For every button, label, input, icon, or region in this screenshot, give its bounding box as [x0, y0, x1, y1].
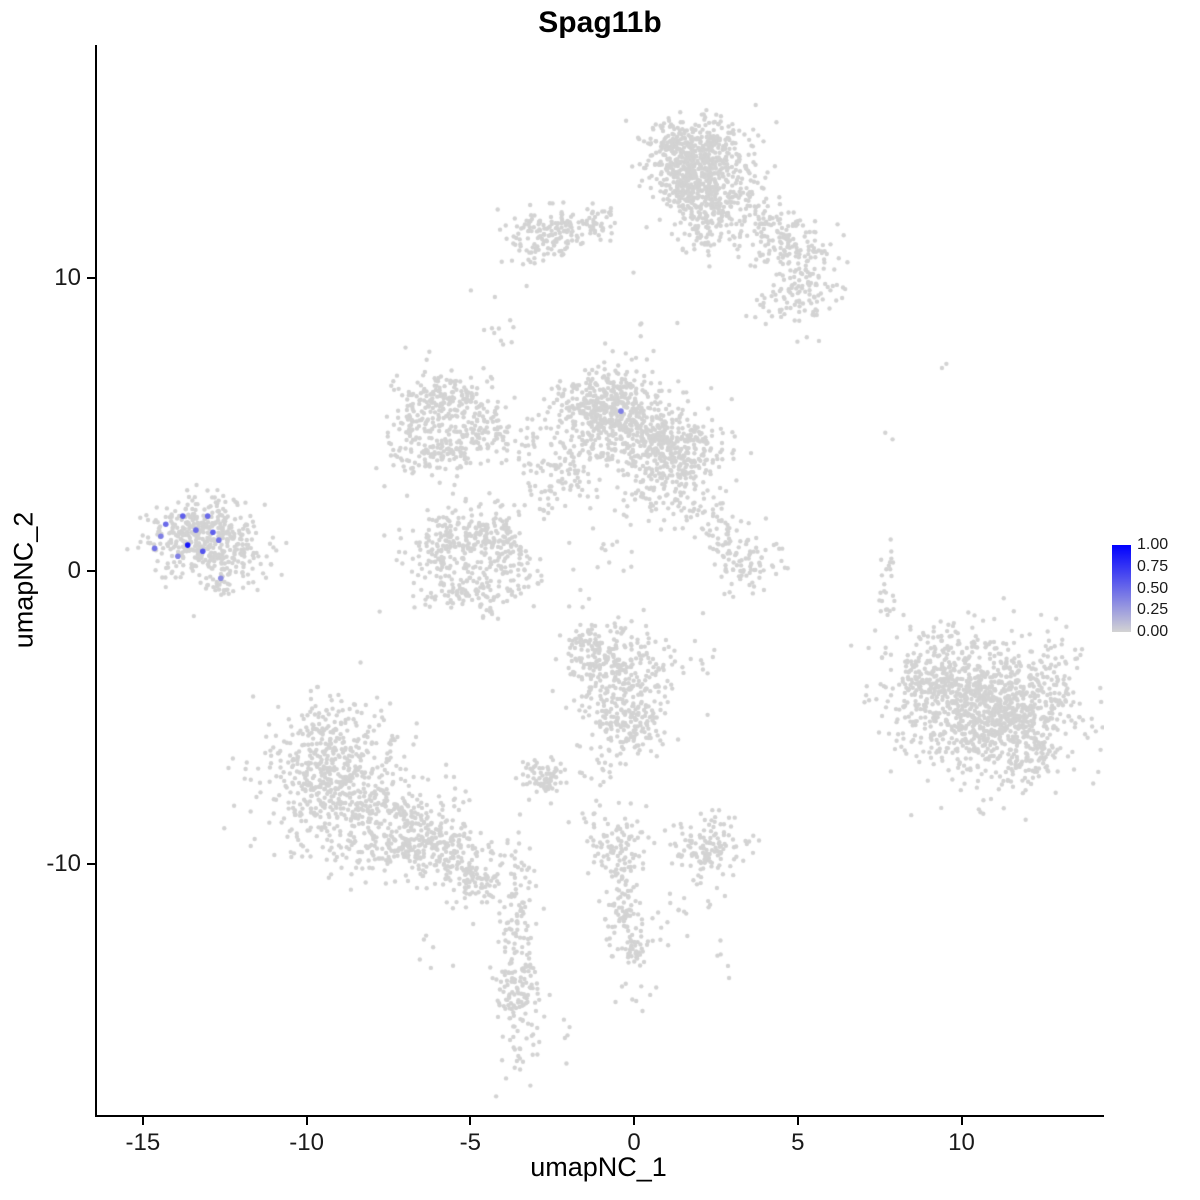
x-tick-label: 5	[791, 1129, 805, 1156]
x-tick-mark	[960, 1117, 963, 1125]
x-tick-mark	[141, 1117, 144, 1125]
y-tick-label: 0	[67, 557, 81, 585]
y-tick-mark	[87, 277, 95, 280]
x-tick-mark	[469, 1117, 472, 1125]
colorbar-tick-label: 0.50	[1137, 579, 1169, 597]
x-tick-label: 0	[627, 1129, 641, 1156]
x-axis-ticks: -15 -10 -5 0 5 10	[97, 1117, 1104, 1165]
x-tick-mark	[796, 1117, 799, 1125]
x-tick-label: -5	[459, 1129, 481, 1156]
x-tick-label: 10	[948, 1129, 975, 1156]
x-axis-label: umapNC_1	[530, 1152, 667, 1182]
x-tick-label: -10	[289, 1129, 324, 1156]
colorbar-gradient	[1112, 545, 1131, 632]
plot-area	[95, 45, 1104, 1117]
x-tick-mark	[633, 1117, 636, 1125]
y-tick-label: -10	[46, 850, 81, 878]
y-axis-ticks: -10 0 10	[0, 45, 95, 1115]
colorbar-tick-label: 1.00	[1137, 536, 1169, 553]
y-tick-mark	[87, 863, 95, 866]
colorbar-tick-label: 0.75	[1137, 557, 1169, 575]
x-tick-label: -15	[125, 1129, 161, 1156]
colorbar-tick-label: 0.00	[1137, 623, 1169, 640]
x-tick-mark	[305, 1117, 308, 1125]
colorbar-legend: 1.00 0.75 0.50 0.25 0.00	[1112, 536, 1198, 640]
y-tick-label: 10	[54, 264, 81, 292]
y-tick-mark	[87, 570, 95, 573]
colorbar-labels: 1.00 0.75 0.50 0.25 0.00	[1137, 536, 1197, 640]
colorbar-tick-label: 0.25	[1137, 601, 1169, 619]
plot-title: Spag11b	[538, 6, 662, 39]
scatter-canvas	[97, 45, 1104, 1115]
